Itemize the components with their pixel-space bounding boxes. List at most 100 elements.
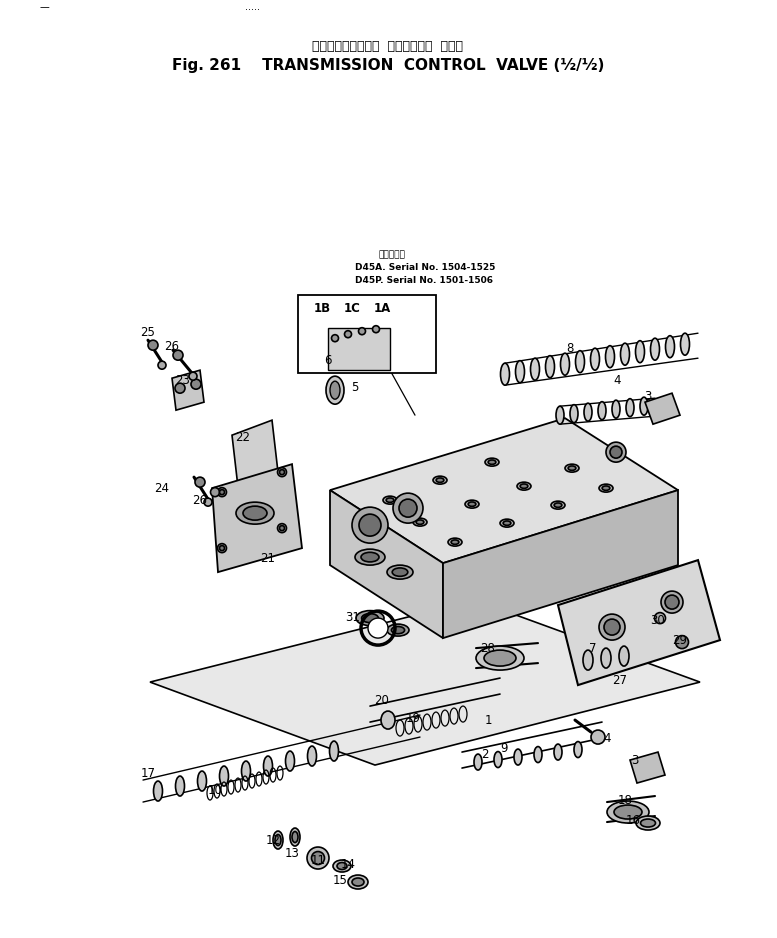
Circle shape (358, 327, 365, 335)
Ellipse shape (583, 650, 593, 670)
Ellipse shape (607, 801, 649, 823)
Ellipse shape (292, 831, 298, 842)
Ellipse shape (416, 520, 423, 524)
Bar (298, 295, 436, 373)
Ellipse shape (568, 466, 576, 470)
Ellipse shape (681, 333, 689, 356)
Ellipse shape (554, 503, 562, 507)
Polygon shape (443, 491, 678, 638)
Text: 16: 16 (625, 813, 640, 826)
Circle shape (173, 350, 183, 360)
Ellipse shape (605, 346, 615, 368)
Text: 10: 10 (207, 783, 222, 796)
Circle shape (218, 488, 227, 496)
Ellipse shape (326, 376, 344, 404)
Polygon shape (645, 393, 680, 424)
Ellipse shape (515, 361, 524, 383)
Ellipse shape (242, 761, 250, 781)
Ellipse shape (636, 340, 644, 363)
Ellipse shape (219, 766, 228, 786)
Ellipse shape (517, 482, 531, 491)
Circle shape (189, 372, 197, 380)
Ellipse shape (584, 403, 592, 421)
Text: 21: 21 (260, 552, 276, 565)
Text: 9: 9 (500, 742, 507, 754)
Ellipse shape (329, 741, 339, 761)
Polygon shape (330, 491, 443, 638)
Text: 1C: 1C (343, 302, 361, 315)
Ellipse shape (308, 746, 316, 766)
Circle shape (654, 613, 665, 624)
Ellipse shape (352, 878, 364, 886)
Circle shape (599, 614, 625, 640)
Text: 11: 11 (311, 854, 326, 867)
Ellipse shape (392, 567, 408, 576)
Ellipse shape (236, 502, 274, 524)
Ellipse shape (514, 749, 522, 765)
Polygon shape (558, 560, 720, 685)
Circle shape (218, 544, 227, 552)
Ellipse shape (551, 501, 565, 509)
Ellipse shape (614, 805, 642, 819)
Ellipse shape (465, 500, 479, 508)
Ellipse shape (273, 831, 283, 849)
Ellipse shape (330, 381, 340, 400)
Text: 27: 27 (612, 673, 628, 687)
Polygon shape (172, 371, 204, 410)
Ellipse shape (665, 336, 674, 357)
Ellipse shape (387, 624, 409, 636)
Ellipse shape (355, 549, 385, 565)
Ellipse shape (448, 538, 462, 546)
Text: 適用底範围: 適用底範围 (378, 250, 406, 260)
Ellipse shape (433, 477, 447, 484)
Circle shape (610, 446, 622, 458)
Text: 28: 28 (480, 642, 496, 655)
Circle shape (393, 493, 423, 523)
Circle shape (665, 595, 679, 609)
Circle shape (175, 384, 185, 393)
Text: 1B: 1B (313, 302, 330, 315)
Circle shape (280, 525, 284, 531)
Circle shape (368, 618, 388, 638)
Ellipse shape (500, 363, 510, 386)
Text: 26: 26 (193, 493, 207, 507)
Text: D45P. Serial No. 1501-1506: D45P. Serial No. 1501-1506 (355, 276, 493, 285)
Circle shape (195, 477, 205, 487)
Ellipse shape (494, 751, 502, 767)
Ellipse shape (381, 711, 395, 729)
Ellipse shape (361, 552, 379, 562)
Ellipse shape (500, 519, 514, 527)
Circle shape (332, 335, 339, 341)
Ellipse shape (285, 751, 294, 771)
Ellipse shape (619, 646, 629, 666)
Ellipse shape (474, 754, 482, 770)
Text: トランスミッション  コントロール  バルブ: トランスミッション コントロール バルブ (312, 39, 464, 53)
Circle shape (280, 470, 284, 475)
Circle shape (277, 468, 287, 477)
Circle shape (352, 507, 388, 543)
Text: 1: 1 (484, 714, 492, 727)
Ellipse shape (574, 742, 582, 758)
Text: 31: 31 (346, 611, 361, 624)
Text: 3: 3 (644, 389, 652, 402)
Text: 15: 15 (333, 873, 347, 886)
Ellipse shape (337, 863, 347, 870)
Text: 6: 6 (324, 354, 332, 367)
Circle shape (148, 340, 158, 350)
Ellipse shape (640, 819, 656, 827)
Polygon shape (212, 464, 302, 572)
Ellipse shape (636, 816, 660, 830)
Ellipse shape (591, 348, 600, 371)
Ellipse shape (565, 464, 579, 472)
Ellipse shape (469, 502, 476, 507)
Ellipse shape (640, 397, 648, 416)
Text: 12: 12 (266, 834, 280, 846)
Ellipse shape (387, 565, 413, 579)
Ellipse shape (263, 756, 273, 776)
Ellipse shape (451, 540, 459, 544)
Text: 7: 7 (589, 642, 597, 655)
Ellipse shape (243, 507, 267, 521)
Text: 26: 26 (165, 340, 179, 353)
Text: 17: 17 (141, 766, 155, 779)
Circle shape (372, 325, 379, 333)
